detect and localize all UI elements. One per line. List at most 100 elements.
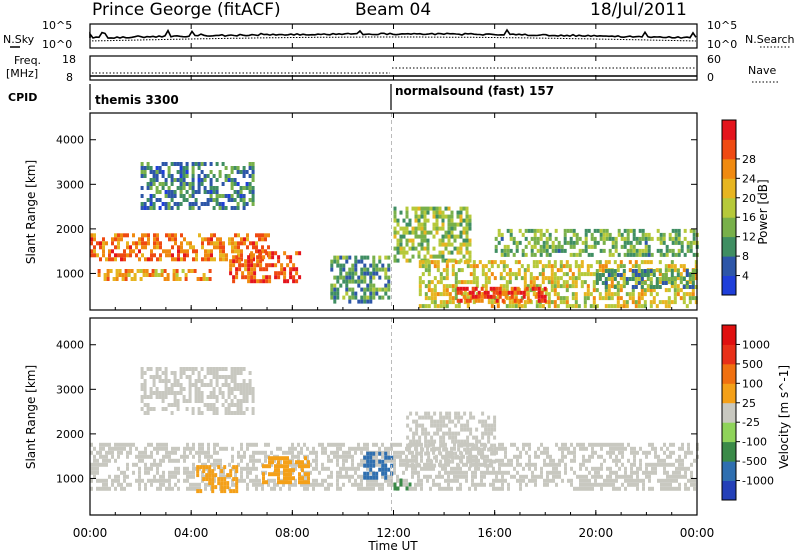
power-cell [632, 236, 636, 241]
velocity-cell [420, 450, 423, 455]
velocity-cell [123, 446, 126, 451]
velocity-cell [234, 474, 237, 479]
power-cell [418, 260, 422, 265]
velocity-cell [672, 478, 675, 483]
power-cell [342, 263, 346, 268]
velocity-cell [528, 454, 531, 459]
power-cell [453, 234, 457, 239]
power-cell [584, 232, 588, 237]
power-cell [241, 271, 245, 276]
velocity-cell [645, 450, 648, 455]
velocity-cell [239, 403, 243, 407]
velocity-cell [406, 443, 410, 448]
power-cell [438, 226, 442, 231]
power-cell [524, 244, 528, 249]
power-cell [460, 280, 464, 285]
velocity-cell [669, 462, 672, 467]
velocity-cell [678, 446, 681, 451]
power-cell [502, 276, 506, 281]
velocity-cell [451, 431, 455, 436]
velocity-cell [217, 465, 221, 470]
velocity-cell [208, 481, 212, 486]
velocity-cell [630, 470, 633, 475]
velocity-cell [273, 482, 276, 487]
power-cell [235, 267, 239, 272]
power-cell [426, 218, 430, 223]
velocity-cell [173, 399, 177, 403]
power-cell [426, 206, 430, 211]
power-cell [644, 252, 648, 257]
velocity-cell [687, 446, 690, 451]
x-axis: 00:00 04:00 08:00 12:00 16:00 20:00 00:00 [73, 24, 714, 540]
power-cell [542, 244, 546, 249]
velocity-cell [209, 391, 213, 395]
power-cell [158, 190, 162, 194]
power-cell [447, 226, 451, 231]
velocity-cell [277, 480, 280, 485]
power-cell [405, 222, 409, 227]
velocity-cell [660, 462, 663, 467]
power-cell [424, 304, 428, 309]
velocity-cell [651, 446, 654, 451]
velocity-cell [177, 486, 180, 491]
velocity-cell [168, 478, 171, 483]
power-cell [181, 269, 185, 273]
power-cell [189, 245, 192, 250]
velocity-cell [519, 478, 522, 483]
power-cell [247, 267, 251, 272]
power-cell [679, 264, 683, 269]
velocity-cell [597, 482, 600, 487]
velocity-cell [579, 446, 582, 451]
velocity-cell [624, 466, 627, 471]
velocity-cell [633, 482, 636, 487]
power-cell [691, 277, 695, 281]
power-cell [106, 277, 110, 281]
velocity-cell [591, 450, 594, 455]
power-cell [535, 284, 539, 289]
power-cell [207, 253, 210, 258]
velocity-cell [448, 459, 452, 464]
power-cell [632, 228, 636, 233]
velocity-cell [174, 482, 177, 487]
power-cell [197, 182, 201, 186]
velocity-cell [454, 415, 458, 420]
velocity-cell [219, 466, 222, 471]
power-cell [682, 296, 686, 301]
power-cell [682, 292, 686, 297]
velocity-cell [220, 469, 224, 474]
power-cell [518, 240, 522, 245]
power-cell [535, 264, 539, 269]
velocity-cell [176, 407, 180, 411]
power-cell [677, 228, 681, 233]
power-cell [339, 263, 343, 268]
power-cell [652, 300, 656, 305]
velocity-cell [585, 474, 588, 479]
power-cell [521, 252, 525, 257]
power-cell [411, 230, 415, 235]
power-cell [133, 277, 137, 281]
velocity-cell [291, 462, 294, 467]
power-cell [529, 280, 533, 285]
power-cell [569, 240, 573, 245]
velocity-cell [357, 482, 360, 487]
velocity-cell [474, 482, 477, 487]
power-cell [251, 174, 255, 178]
power-cell [450, 214, 454, 219]
power-cell [292, 267, 296, 272]
power-cell [235, 275, 239, 280]
power-cell [522, 290, 526, 295]
power-cell [200, 202, 204, 206]
power-cell [283, 275, 287, 280]
power-cell [418, 264, 422, 269]
power-cell [438, 254, 442, 259]
power-cell [625, 292, 629, 297]
power-cell [164, 190, 168, 194]
velocity-colorbar-tick-label: -500 [742, 455, 767, 468]
velocity-cell [140, 395, 144, 399]
velocity-cell [336, 446, 339, 451]
velocity-cell [525, 462, 528, 467]
power-cell [637, 281, 641, 285]
power-cell [622, 284, 626, 289]
power-cell [117, 237, 120, 242]
power-cell [492, 294, 496, 299]
